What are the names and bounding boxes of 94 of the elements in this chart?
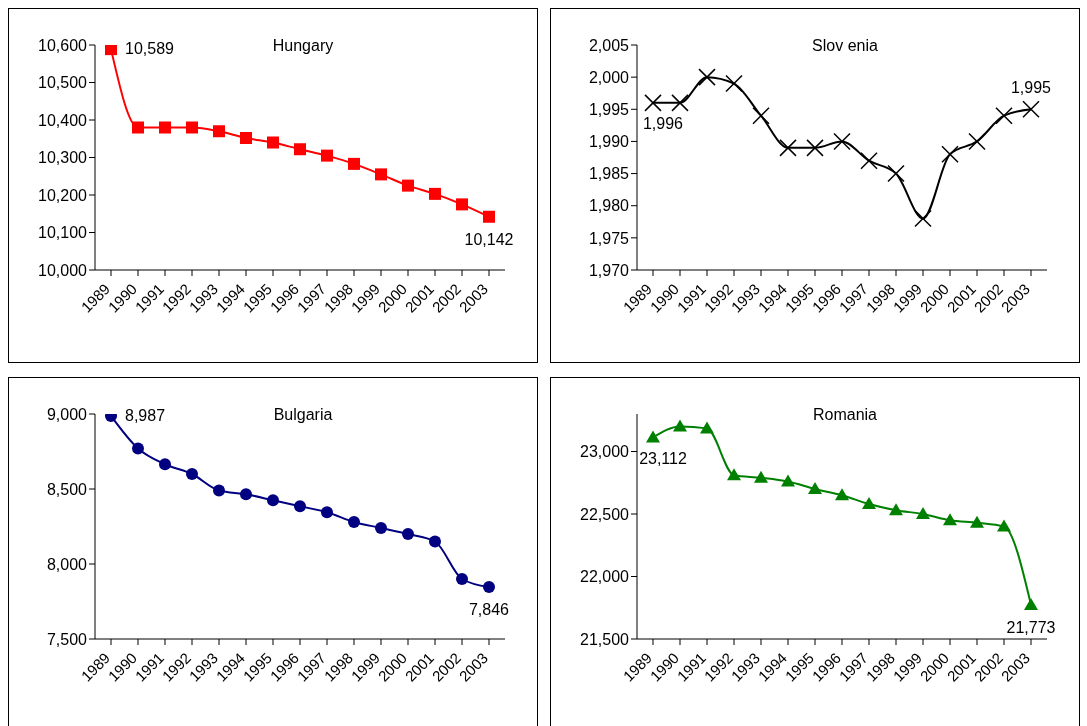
point bbox=[673, 419, 687, 432]
y-tick-label: 22,500 bbox=[580, 505, 630, 523]
point bbox=[456, 573, 468, 585]
y-tick-label: 1,970 bbox=[588, 261, 630, 279]
point bbox=[941, 145, 959, 164]
y-tick-label: 8,500 bbox=[46, 480, 88, 498]
y-tick-label: 22,000 bbox=[580, 568, 630, 586]
y-tick-label: 10,500 bbox=[38, 74, 88, 92]
point bbox=[186, 121, 198, 134]
point bbox=[644, 94, 662, 112]
point bbox=[1022, 100, 1040, 119]
point bbox=[752, 106, 770, 125]
point bbox=[348, 516, 360, 528]
point bbox=[914, 209, 932, 228]
point bbox=[862, 497, 876, 509]
point bbox=[997, 519, 1011, 532]
y-tick-label: 10,100 bbox=[38, 224, 88, 242]
point bbox=[456, 198, 468, 211]
chart-title: Bulgaria bbox=[273, 406, 333, 423]
data-label: 8,987 bbox=[125, 406, 166, 424]
point bbox=[429, 187, 441, 200]
point bbox=[887, 164, 905, 183]
y-tick-label: 1,985 bbox=[588, 165, 630, 183]
point bbox=[240, 132, 252, 144]
point bbox=[781, 474, 795, 487]
y-tick-label: 10,300 bbox=[38, 149, 88, 167]
point bbox=[835, 488, 849, 501]
point bbox=[671, 94, 689, 112]
point bbox=[375, 522, 387, 534]
point bbox=[159, 458, 171, 471]
point bbox=[806, 139, 824, 157]
point bbox=[700, 421, 714, 434]
point bbox=[970, 515, 984, 528]
y-tick-label: 1,990 bbox=[588, 133, 630, 151]
point bbox=[995, 106, 1013, 125]
y-tick-label: 1,975 bbox=[588, 229, 630, 247]
point bbox=[808, 482, 822, 494]
data-label: 1,996 bbox=[642, 114, 684, 132]
y-tick-label: 2,000 bbox=[588, 68, 630, 86]
data-label: 10,142 bbox=[464, 230, 514, 248]
point bbox=[105, 45, 117, 56]
y-tick-label: 10,600 bbox=[38, 36, 88, 54]
point bbox=[429, 535, 441, 548]
point bbox=[727, 468, 741, 481]
point bbox=[186, 468, 198, 480]
point bbox=[483, 210, 495, 223]
point bbox=[483, 581, 495, 594]
point bbox=[698, 68, 716, 86]
chart-title: Slov enia bbox=[812, 37, 878, 54]
point bbox=[321, 149, 333, 162]
y-tick-label: 23,000 bbox=[580, 443, 630, 461]
point bbox=[646, 430, 660, 443]
point bbox=[213, 484, 225, 497]
y-tick-label: 9,000 bbox=[46, 405, 88, 423]
point bbox=[402, 179, 414, 192]
point bbox=[754, 470, 768, 483]
data-label: 21,773 bbox=[1006, 618, 1056, 636]
y-tick-label: 2,005 bbox=[588, 36, 630, 54]
point bbox=[132, 121, 144, 134]
y-tick-label: 10,200 bbox=[38, 186, 88, 204]
point bbox=[779, 139, 797, 157]
point bbox=[833, 132, 851, 151]
point bbox=[402, 528, 414, 540]
point bbox=[943, 513, 957, 526]
point bbox=[860, 151, 878, 170]
point bbox=[267, 136, 279, 149]
y-tick-label: 21,500 bbox=[580, 630, 630, 648]
chart-title: Hungary bbox=[272, 37, 334, 54]
point bbox=[348, 157, 360, 170]
data-label: 1,995 bbox=[1010, 79, 1052, 97]
point bbox=[1024, 597, 1038, 610]
point bbox=[213, 125, 225, 138]
y-tick-label: 10,000 bbox=[38, 261, 88, 279]
y-tick-label: 1,980 bbox=[588, 197, 630, 215]
data-label: 10,589 bbox=[125, 40, 175, 58]
chart-title: Romania bbox=[812, 406, 878, 424]
point bbox=[725, 74, 743, 93]
y-tick-label: 10,400 bbox=[38, 111, 88, 129]
y-tick-label: 8,000 bbox=[46, 555, 88, 573]
y-tick-label: 7,500 bbox=[46, 630, 88, 648]
point bbox=[240, 488, 252, 501]
point bbox=[294, 500, 306, 513]
data-label: 7,846 bbox=[468, 601, 510, 619]
y-tick-label: 1,995 bbox=[588, 100, 630, 118]
point bbox=[159, 121, 171, 134]
point bbox=[267, 494, 279, 507]
point bbox=[132, 442, 144, 455]
point bbox=[375, 168, 387, 181]
point bbox=[889, 503, 903, 516]
point bbox=[916, 507, 930, 519]
point bbox=[968, 132, 986, 151]
point bbox=[294, 143, 306, 156]
data-label: 23,112 bbox=[639, 449, 687, 467]
point bbox=[321, 506, 333, 519]
